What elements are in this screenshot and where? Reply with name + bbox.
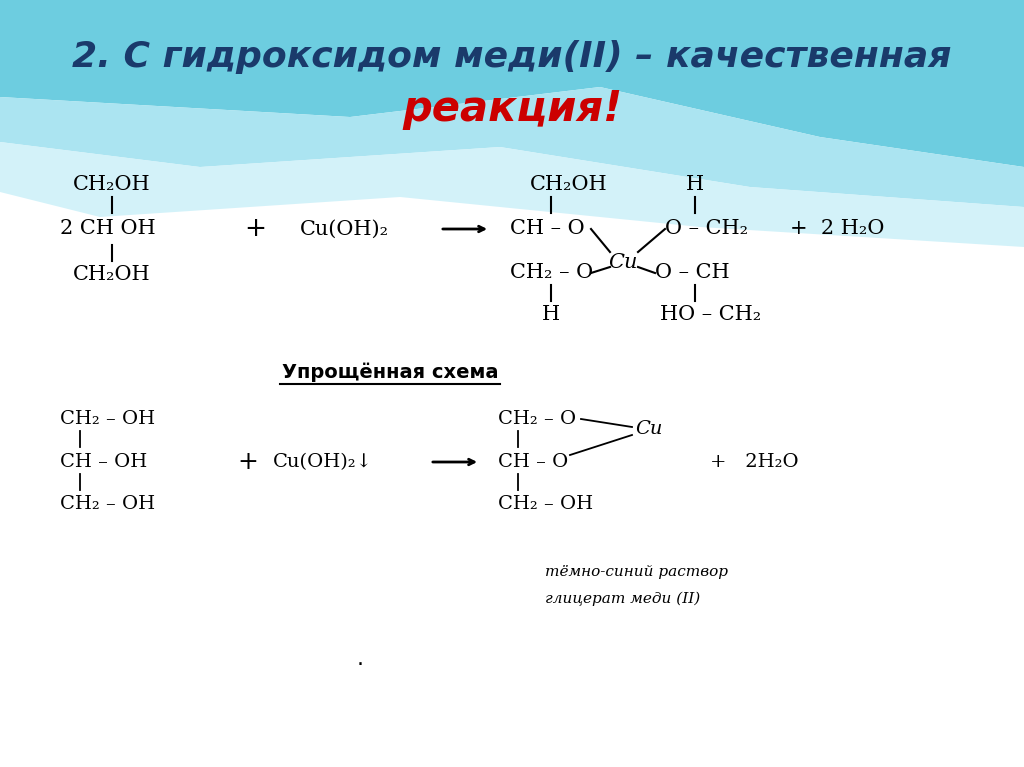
Text: CH₂OH: CH₂OH (530, 176, 607, 195)
Text: .: . (356, 649, 364, 669)
Text: CH₂OH: CH₂OH (73, 265, 151, 285)
Text: глицерат меди (II): глицерат меди (II) (545, 592, 700, 606)
Text: Cu: Cu (608, 252, 638, 272)
Text: CH₂OH: CH₂OH (73, 176, 151, 195)
Text: CH – O: CH – O (510, 219, 585, 239)
Text: CH₂ – O: CH₂ – O (510, 264, 593, 282)
Text: Cu: Cu (635, 420, 663, 438)
Text: +: + (244, 216, 266, 242)
Text: Cu(OH)₂: Cu(OH)₂ (300, 219, 389, 239)
Text: CH – OH: CH – OH (60, 453, 147, 471)
Text: 2. С гидроксидом меди(II) – качественная: 2. С гидроксидом меди(II) – качественная (73, 40, 951, 74)
Text: Cu(OH)₂↓: Cu(OH)₂↓ (273, 453, 373, 471)
Text: HO – CH₂: HO – CH₂ (660, 305, 761, 324)
Text: CH₂ – O: CH₂ – O (498, 410, 577, 428)
Text: реакция!: реакция! (402, 88, 622, 130)
Polygon shape (0, 142, 1024, 247)
Text: CH₂ – OH: CH₂ – OH (498, 495, 593, 513)
Text: CH₂ – OH: CH₂ – OH (60, 410, 155, 428)
Text: +   2H₂O: + 2H₂O (710, 453, 799, 471)
Text: +: + (238, 450, 258, 474)
Text: H: H (686, 176, 705, 195)
Text: Упрощённая схема: Упрощённая схема (282, 362, 499, 382)
Text: O – CH₂: O – CH₂ (665, 219, 749, 239)
Polygon shape (0, 0, 1024, 167)
Text: +  2 H₂O: + 2 H₂O (790, 219, 885, 239)
Text: O – CH: O – CH (655, 264, 730, 282)
Text: H: H (542, 305, 560, 324)
Polygon shape (0, 87, 1024, 207)
Text: 2 CH OH: 2 CH OH (60, 219, 156, 239)
Text: CH₂ – OH: CH₂ – OH (60, 495, 155, 513)
Text: CH – O: CH – O (498, 453, 568, 471)
Text: тёмно-синий раствор: тёмно-синий раствор (545, 565, 728, 579)
